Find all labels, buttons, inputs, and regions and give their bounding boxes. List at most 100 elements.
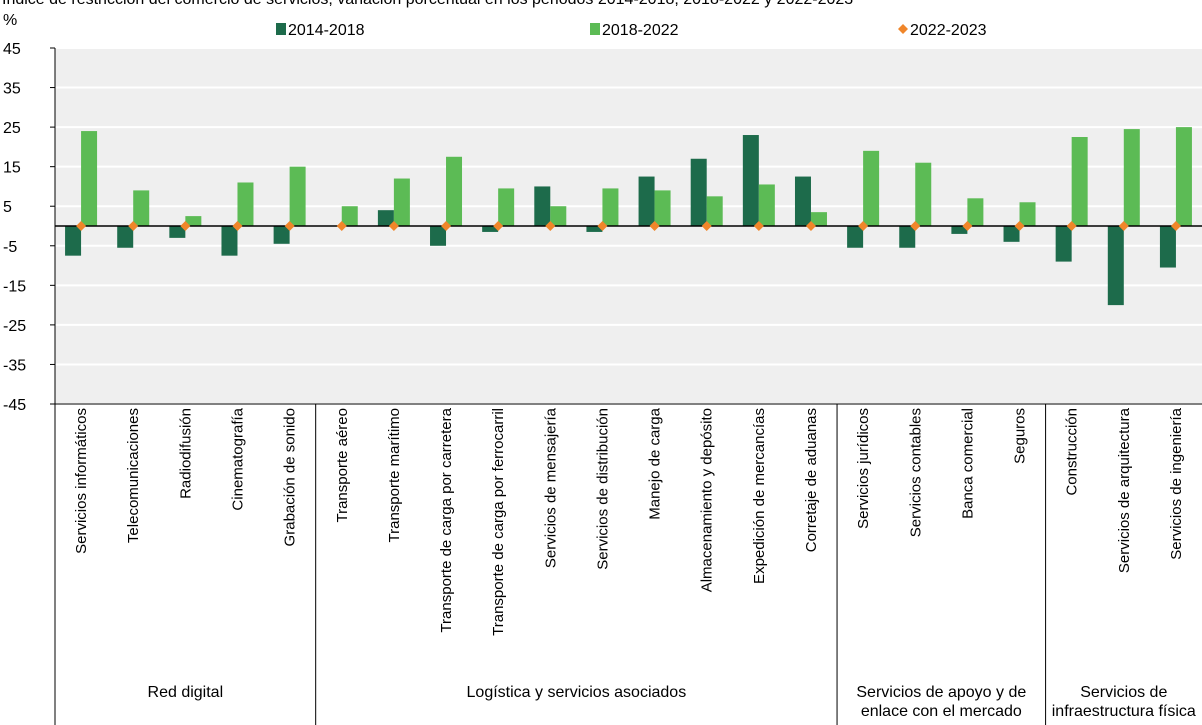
x-tick-label: Transporte de carga por carretera (438, 407, 455, 632)
marker-2022-2023 (962, 221, 973, 231)
bar-2018-2022 (1123, 129, 1140, 226)
marker-2022-2023 (597, 221, 608, 231)
y-tick-label: -15 (3, 278, 26, 295)
bar-2014-2018 (117, 226, 134, 248)
marker-2022-2023 (753, 221, 764, 231)
x-tick-label: Grabación de sonido (282, 408, 299, 546)
x-tick-label: Seguros (1012, 408, 1029, 464)
bar-2014-2018 (638, 176, 655, 226)
y-tick-label: 35 (3, 81, 21, 98)
x-tick-label: Construcción (1064, 408, 1081, 496)
marker-2022-2023 (858, 221, 869, 231)
bar-2014-2018 (1107, 226, 1124, 306)
bar-2014-2018 (273, 226, 290, 244)
bar-2018-2022 (185, 216, 202, 226)
x-tick-label: Expedición de mercancías (751, 408, 768, 584)
marker-2022-2023 (805, 221, 816, 231)
x-tick-label: Transporte de carga por ferrocarril (490, 408, 507, 636)
legend-label: 2014-2018 (288, 22, 365, 39)
bar-2018-2022 (341, 206, 358, 226)
marker-2022-2023 (1014, 221, 1025, 231)
x-tick-label: Transporte marítimo (386, 408, 403, 542)
x-tick-label: Servicios de arquitectura (1116, 407, 1133, 573)
group-label: Red digital (148, 684, 224, 701)
marker-2022-2023 (1066, 221, 1077, 231)
y-tick-label: -25 (3, 318, 26, 335)
legend-label: 2022-2023 (910, 22, 987, 39)
x-tick-label: Manejo de carga (647, 407, 664, 519)
bar-2018-2022 (1175, 127, 1192, 226)
bar-2014-2018 (1055, 226, 1072, 262)
bar-2014-2018 (534, 186, 551, 226)
legend-swatch (898, 24, 908, 34)
x-tick-label: Almacenamiento y depósito (699, 408, 716, 592)
y-tick-label: -35 (3, 357, 26, 374)
y-tick-label: 25 (3, 120, 21, 137)
bar-2018-2022 (133, 190, 150, 226)
marker-2022-2023 (180, 221, 191, 231)
x-tick-label: Servicios informáticos (73, 408, 90, 554)
bar-2018-2022 (237, 182, 254, 226)
x-tick-label: Banca comercial (959, 408, 976, 519)
group-label: Servicios de apoyo y de (856, 684, 1026, 701)
bar-2018-2022 (1071, 137, 1088, 226)
bar-2018-2022 (289, 166, 306, 226)
x-tick-label: Servicios de ingeniería (1168, 407, 1185, 559)
group-label: Servicios de (1080, 684, 1167, 701)
bar-2018-2022 (706, 196, 723, 226)
x-tick-label: Transporte aéreo (334, 408, 351, 523)
bar-2014-2018 (794, 176, 811, 226)
bar-2014-2018 (482, 226, 499, 232)
bar-2018-2022 (863, 150, 880, 226)
bar-2018-2022 (915, 162, 932, 226)
marker-2022-2023 (284, 221, 295, 231)
y-tick-label: -45 (3, 397, 26, 414)
bar-2014-2018 (899, 226, 916, 248)
bar-2018-2022 (1019, 202, 1036, 226)
chart-title: Índice de restricción del comercio de se… (2, 0, 853, 9)
bar-2014-2018 (430, 226, 447, 246)
bar-2018-2022 (810, 212, 827, 226)
bar-2014-2018 (1003, 226, 1020, 242)
y-tick-label: 15 (3, 160, 21, 177)
x-tick-label: Radiodifusión (177, 408, 194, 499)
bar-2014-2018 (65, 226, 82, 256)
marker-2022-2023 (336, 221, 347, 231)
x-tick-label: Servicios de mensajería (542, 407, 559, 568)
legend-swatch (590, 23, 600, 35)
marker-2022-2023 (1170, 221, 1181, 231)
bar-2018-2022 (81, 131, 98, 226)
y-tick-label: -5 (3, 239, 17, 256)
bar-2018-2022 (602, 188, 619, 226)
group-label: infraestructura física (1052, 703, 1196, 720)
bar-2018-2022 (498, 188, 515, 226)
bar-2018-2022 (393, 178, 410, 226)
marker-2022-2023 (1118, 221, 1129, 231)
legend-swatch (276, 23, 286, 35)
marker-2022-2023 (388, 221, 399, 231)
bar-2014-2018 (1159, 226, 1176, 268)
bar-2014-2018 (951, 226, 968, 234)
x-tick-label: Telecomunicaciones (125, 408, 142, 543)
y-tick-label: 5 (3, 199, 12, 216)
x-tick-label: Corretaje de aduanas (803, 408, 820, 552)
bar-2018-2022 (654, 190, 671, 226)
bar-2018-2022 (446, 156, 463, 226)
bar-2014-2018 (847, 226, 864, 248)
bar-2018-2022 (758, 184, 775, 226)
marker-2022-2023 (232, 221, 243, 231)
marker-2022-2023 (493, 221, 504, 231)
y-tick-label: 45 (3, 41, 21, 58)
bar-2018-2022 (967, 198, 984, 226)
x-tick-label: Cinematografía (229, 407, 246, 510)
legend-label: 2018-2022 (602, 22, 679, 39)
marker-2022-2023 (128, 221, 139, 231)
marker-2022-2023 (701, 221, 712, 231)
bar-2014-2018 (169, 226, 186, 238)
marker-2022-2023 (545, 221, 556, 231)
bar-2014-2018 (690, 158, 707, 226)
bar-2014-2018 (586, 226, 603, 232)
bar-2014-2018 (742, 135, 759, 226)
bar-2018-2022 (550, 206, 567, 226)
